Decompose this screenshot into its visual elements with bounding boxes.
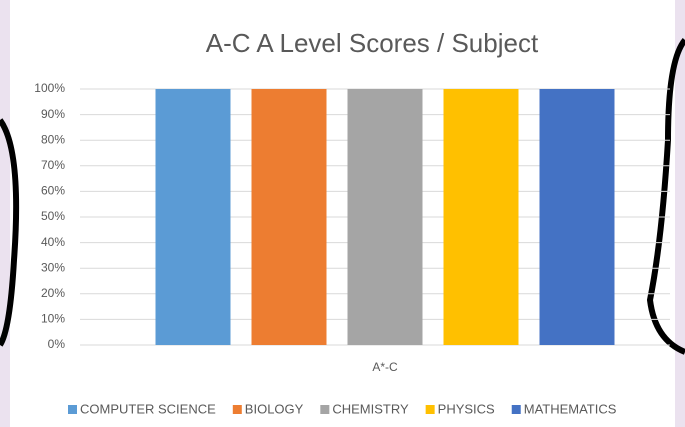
legend-label: MATHEMATICS [524,401,617,416]
y-tick-label: 100% [34,81,65,95]
y-tick-label: 10% [41,312,65,326]
x-tick-label: A*-C [372,360,398,374]
legend-label: PHYSICS [438,401,495,416]
page: {"chart_data": {"type": "bar", "title": … [0,0,685,427]
legend-label: CHEMISTRY [332,401,409,416]
y-tick-label: 50% [41,209,65,223]
y-tick-label: 80% [41,132,65,146]
y-tick-label: 30% [41,260,65,274]
y-tick-label: 70% [41,158,65,172]
legend-label: BIOLOGY [245,401,304,416]
legend-swatch [233,405,242,414]
y-tick-label: 20% [41,286,65,300]
legend-swatch [512,405,521,414]
chart-title: A-C A Level Scores / Subject [206,28,539,58]
y-tick-label: 90% [41,107,65,121]
bar [156,89,231,345]
y-tick-label: 0% [48,337,66,351]
y-tick-label: 40% [41,235,65,249]
legend-swatch [68,405,77,414]
legend-swatch [426,405,435,414]
legend-swatch [320,405,329,414]
bar [252,89,327,345]
legend-label: COMPUTER SCIENCE [80,401,216,416]
bar [444,89,519,345]
y-tick-label: 60% [41,184,65,198]
bar [348,89,423,345]
chart: A-C A Level Scores / Subject 0% 10% 20% 30%… [0,0,685,427]
bar [540,89,615,345]
